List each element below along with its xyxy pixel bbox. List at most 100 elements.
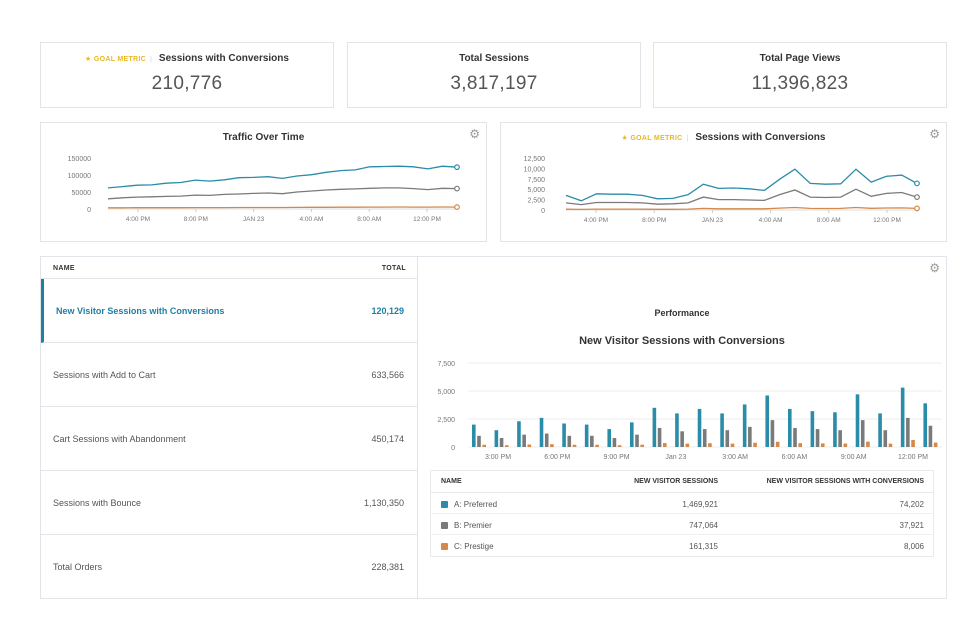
bar — [482, 444, 486, 447]
series-end-point-gray — [454, 185, 460, 192]
gear-icon[interactable]: ⚙ — [469, 127, 480, 141]
y-tick-label: 100000 — [68, 173, 91, 180]
list-item[interactable]: Sessions with Bounce 1,130,350 — [41, 471, 417, 535]
y-tick-label: 2,500 — [437, 417, 455, 424]
x-tick-label: 3:00 PM — [485, 454, 511, 461]
list-item-selected[interactable]: New Visitor Sessions with Conversions 12… — [41, 279, 417, 343]
bar — [860, 420, 865, 447]
bar — [522, 434, 526, 447]
bar — [494, 430, 499, 447]
series-end-point-gray — [914, 194, 920, 201]
legend-row[interactable]: C: Prestige 161,315 8,006 — [431, 535, 933, 556]
series-line-orange — [565, 206, 918, 211]
x-tick-label: 8:00 PM — [184, 216, 208, 223]
bar — [590, 435, 594, 447]
x-tick-label: 9:00 PM — [604, 454, 630, 461]
bar — [708, 443, 712, 447]
metric-value: 3,817,197 — [450, 73, 538, 94]
conversions-chart-card: ★ GOAL METRIC | Sessions with Conversions… — [500, 122, 947, 242]
bar — [499, 438, 504, 447]
y-tick-label: 12,500 — [524, 156, 546, 163]
series-line-gray — [565, 188, 918, 206]
bar — [680, 431, 684, 447]
bar — [798, 443, 802, 447]
list-header: NAME TOTAL — [41, 257, 417, 279]
metric-card-total-page-views[interactable]: Total Page Views 11,396,823 — [653, 42, 947, 108]
gear-icon[interactable]: ⚙ — [929, 127, 940, 141]
list-item-name: Total Orders — [53, 562, 103, 572]
metric-card-sessions-with-conversions[interactable]: ★ GOAL METRIC | Sessions with Conversions… — [40, 42, 334, 108]
bar — [657, 427, 662, 447]
legend-header: NAME NEW VISITOR SESSIONS NEW VISITOR SE… — [431, 471, 933, 493]
list-item-name: Sessions with Add to Cart — [53, 370, 156, 380]
goal-metric-badge: ★ GOAL METRIC | — [85, 56, 153, 63]
goal-metric-label: GOAL METRIC — [93, 56, 147, 63]
legend-header-col2[interactable]: NEW VISITOR SESSIONS WITH CONVERSIONS — [766, 478, 924, 485]
bar — [550, 444, 554, 447]
chart-title: Traffic Over Time — [222, 132, 305, 143]
bar — [504, 445, 509, 447]
bar — [765, 395, 770, 447]
legend-col2: 37,921 — [899, 521, 924, 530]
bar — [527, 444, 532, 447]
metric-title: Total Sessions — [459, 53, 529, 64]
bar — [477, 435, 481, 447]
legend-col1: 747,064 — [689, 521, 718, 530]
bar — [820, 443, 825, 447]
x-tick-label: 6:00 AM — [782, 454, 808, 461]
series-end-point-teal — [454, 164, 460, 171]
legend-row[interactable]: A: Preferred 1,469,921 74,202 — [431, 493, 933, 514]
x-tick-label: 4:00 AM — [759, 217, 783, 224]
bar — [911, 439, 915, 447]
bar — [883, 430, 888, 447]
y-tick-label: 7,500 — [527, 177, 545, 184]
x-tick-label: 3:00 AM — [722, 454, 748, 461]
column-header-total[interactable]: TOTAL — [381, 265, 406, 272]
x-tick-label: 8:00 AM — [357, 216, 381, 223]
x-tick-label: 4:00 PM — [126, 216, 150, 223]
list-item[interactable]: Sessions with Add to Cart 633,566 — [41, 343, 417, 407]
bar — [878, 413, 882, 447]
bar — [928, 425, 933, 447]
list-item[interactable]: Total Orders 228,381 — [41, 535, 417, 599]
list-item-total: 120,129 — [371, 306, 404, 316]
y-tick-label: 0 — [87, 207, 91, 214]
gear-icon[interactable]: ⚙ — [929, 261, 940, 275]
swatch-icon — [441, 522, 448, 529]
goal-metric-badge: ★ GOAL METRIC | — [621, 135, 689, 142]
x-tick-label: 9:00 AM — [841, 454, 867, 461]
metric-card-total-sessions[interactable]: Total Sessions 3,817,197 — [347, 42, 641, 108]
legend-header-col1[interactable]: NEW VISITOR SESSIONS — [634, 478, 718, 485]
metric-value: 210,776 — [151, 73, 223, 94]
bar — [539, 417, 544, 447]
bar — [753, 442, 757, 447]
list-item-total: 633,566 — [371, 370, 404, 380]
list-item-name: New Visitor Sessions with Conversions — [56, 306, 225, 316]
legend-header-name[interactable]: NAME — [441, 478, 462, 485]
legend-col2: 8,006 — [903, 542, 924, 551]
y-tick-label: 7,500 — [437, 361, 455, 368]
swatch-icon — [441, 543, 448, 550]
bar — [866, 441, 870, 447]
series-end-point-orange — [454, 204, 460, 210]
bar — [810, 411, 815, 447]
list-item[interactable]: Cart Sessions with Abandonment 450,174 — [41, 407, 417, 471]
metric-title: Total Page Views — [759, 53, 841, 64]
y-tick-label: 2,500 — [527, 198, 545, 205]
y-tick-label: 0 — [541, 208, 545, 215]
traffic-over-time-card: Traffic Over Time ⚙ 150000 100000 50000 0 4:… — [40, 122, 487, 242]
bar — [742, 404, 747, 447]
legend-col1: 161,315 — [689, 542, 718, 551]
series-line-orange — [108, 206, 458, 209]
bar — [770, 420, 775, 447]
metrics-list-panel: NAME TOTAL New Visitor Sessions with Con… — [40, 256, 418, 599]
bar — [923, 403, 928, 447]
legend-row[interactable]: B: Premier 747,064 37,921 — [431, 514, 933, 535]
legend-name: B: Premier — [441, 521, 492, 530]
performance-legend-table: NAME NEW VISITOR SESSIONS NEW VISITOR SE… — [430, 470, 934, 557]
bar — [517, 421, 521, 447]
bar — [584, 424, 589, 447]
x-tick-label: 8:00 PM — [642, 217, 666, 224]
bar — [617, 445, 622, 447]
column-header-name[interactable]: NAME — [53, 265, 75, 272]
